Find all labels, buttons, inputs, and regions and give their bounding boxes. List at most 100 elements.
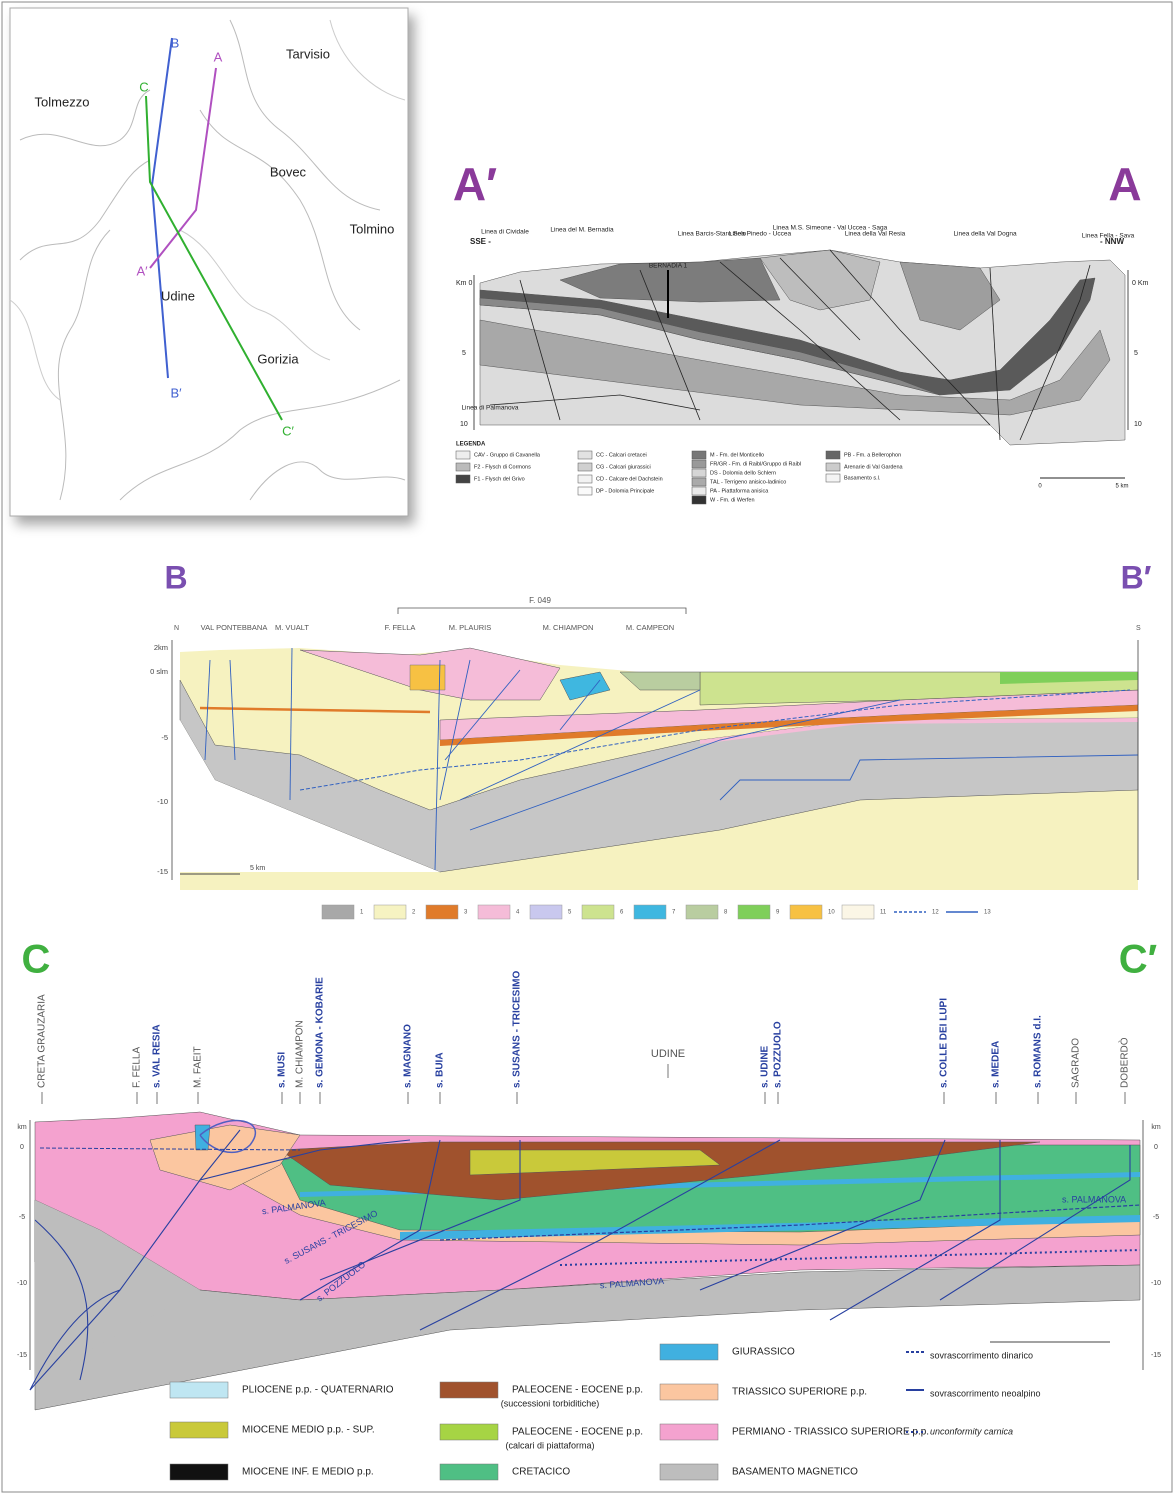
trace-label: B (171, 35, 180, 50)
legend-number: 1 (360, 910, 364, 916)
section-end: B (164, 559, 187, 595)
legend-swatch (660, 1424, 718, 1440)
depth-label: 2km (154, 643, 168, 652)
legend-text: M - Fm. del Monticello (710, 452, 764, 458)
legend-text: PB - Fm. a Bellerophon (844, 452, 901, 458)
legend-text: PA - Piattaforma anisica (710, 488, 769, 494)
direction: S (1136, 625, 1141, 632)
legend-swatch (826, 463, 840, 471)
place-label: VAL PONTEBBANA (201, 623, 268, 632)
depth-label: 0 Km (1132, 280, 1149, 287)
depth-label: 10 (460, 421, 468, 428)
legend-swatch (322, 905, 354, 919)
fault-label: Linea Pinedo - Uccea (729, 231, 792, 238)
top-label: s. VAL RESIA (152, 1024, 163, 1088)
legend-swatch (440, 1464, 498, 1480)
section-end: B′ (1121, 559, 1152, 595)
legend-swatch (456, 451, 470, 459)
legend-text: Arenarie di Val Gardena (844, 464, 904, 470)
place-label: M. CAMPEON (626, 623, 674, 632)
legend-text: BASAMENTO MAGNETICO (732, 1467, 858, 1478)
legend-text: TRIASSICO SUPERIORE p.p. (732, 1387, 867, 1398)
legend-swatch (692, 478, 706, 486)
fault-label: Linea Fella - Sava (1082, 233, 1135, 240)
top-label: CRETA GRAUZARIA (37, 994, 48, 1088)
depth-label: -10 (157, 797, 168, 806)
legend-text: sovrascorrimento dinarico (930, 1350, 1033, 1360)
legend-swatch (170, 1382, 228, 1398)
depth-label: 0 (1154, 1144, 1158, 1151)
fault-label: Linea di Cividale (481, 229, 529, 236)
legend-swatch (578, 463, 592, 471)
depth-label: -15 (1151, 1352, 1161, 1359)
legend-title: LEGENDA (456, 442, 486, 448)
depth-label: 0 (20, 1144, 24, 1151)
depth-label: -5 (1153, 1214, 1159, 1221)
legend-number: 4 (516, 910, 520, 916)
legend-text: MIOCENE MEDIO p.p. - SUP. (242, 1425, 375, 1436)
depth-label: 0 slm (150, 667, 168, 676)
top-label: s. SUSANS - TRICESIMO (512, 971, 523, 1088)
legend-number: 6 (620, 910, 624, 916)
fault-label: Linea della Val Dogna (953, 231, 1017, 238)
place-name: Tolmezzo (35, 94, 90, 109)
legend-swatch (692, 469, 706, 477)
depth-label: Km 0 (456, 280, 472, 287)
legend-number: 8 (724, 910, 728, 916)
trace-label: A′ (136, 263, 148, 278)
trace-label: C (139, 79, 148, 94)
legend-number: 12 (932, 910, 939, 916)
legend-swatch (634, 905, 666, 919)
top-label: s. UDINE (760, 1045, 771, 1088)
legend-number: 3 (464, 910, 468, 916)
place-label: F. FELLA (385, 623, 416, 632)
legend-swatch (738, 905, 770, 919)
top-label: s. MUSI (277, 1052, 288, 1088)
top-label: s. MAGNANO (403, 1024, 414, 1088)
legend-swatch (826, 451, 840, 459)
legend-text: FR/GR - Fm. di Raibl/Gruppo di Raibl (710, 461, 801, 467)
depth-label: -15 (157, 867, 168, 876)
legend-swatch (578, 475, 592, 483)
top-label: s. POZZUOLO (773, 1021, 784, 1088)
legend-swatch (660, 1384, 718, 1400)
top-label: M. FAEIT (193, 1046, 204, 1088)
legend-text: CAV - Gruppo di Cavanella (474, 452, 541, 458)
depth-label: km (17, 1124, 27, 1131)
legend-swatch (170, 1464, 228, 1480)
trace-label: C′ (282, 423, 294, 438)
legend-text: (calcari di piattaforma) (505, 1440, 594, 1450)
legend-text: CC - Calcari cretacei (596, 452, 647, 458)
legend-swatch (440, 1382, 498, 1398)
legend-text: TAL - Terrigeno anisico-ladinico (710, 479, 786, 485)
depth-label: km (1151, 1124, 1161, 1131)
legend-text: PERMIANO - TRIASSICO SUPERIORE p.p. (732, 1427, 929, 1438)
legend-swatch (478, 905, 510, 919)
depth-label: 5 (462, 350, 466, 357)
depth-label: -10 (1151, 1280, 1161, 1287)
legend-swatch (582, 905, 614, 919)
legend-text: CRETACICO (512, 1467, 570, 1478)
legend-swatch (578, 487, 592, 495)
figure: TarvisioTolmezzoBovecTolminoUdineGorizia… (0, 0, 1174, 1494)
legend-swatch (826, 474, 840, 482)
scale-label: 5 km (250, 865, 265, 872)
place-label: M. CHIAMPON (543, 623, 594, 632)
top-label: SAGRADO (1071, 1038, 1082, 1088)
place-label: UDINE (651, 1048, 685, 1060)
depth-label: 5 (1134, 350, 1138, 357)
fault-label: Linea della Val Resia (845, 231, 906, 238)
legend-text: PALEOCENE - EOCENE p.p. (512, 1385, 643, 1396)
legend-text: (successioni torbiditiche) (501, 1398, 600, 1408)
top-label: s. COLLE DEI LUPI (939, 998, 950, 1088)
section-end: C (22, 938, 51, 982)
legend-swatch (426, 905, 458, 919)
place-name: Tarvisio (286, 46, 330, 61)
legend-number: 5 (568, 910, 572, 916)
legend-number: 13 (984, 910, 991, 916)
depth-label: 10 (1134, 421, 1142, 428)
scale-label: 5 km (1115, 484, 1128, 490)
legend-swatch (686, 905, 718, 919)
fault-label: s. PALMANOVA (1062, 1194, 1126, 1204)
top-label: s. ROMANS d.I. (1033, 1015, 1044, 1088)
